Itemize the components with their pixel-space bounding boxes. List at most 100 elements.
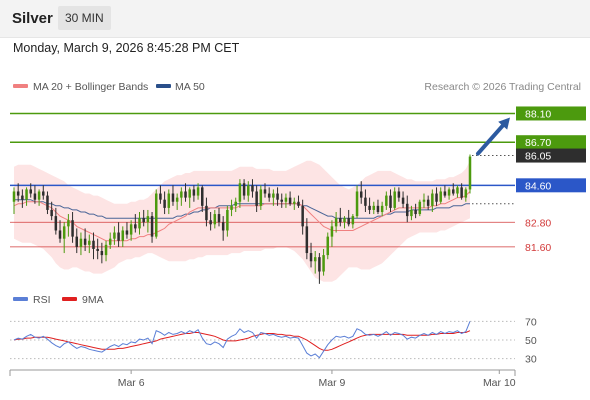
candle-body	[468, 156, 472, 190]
candle	[326, 232, 330, 260]
candle	[284, 193, 288, 208]
candle	[230, 199, 233, 217]
time-axis: Mar 6 Mar 9 Mar 10	[9, 369, 516, 389]
candle	[234, 197, 237, 212]
candle	[343, 216, 346, 229]
candle-body	[276, 193, 279, 200]
copyright-label: Research © 2026 Trading Central	[424, 81, 581, 93]
candle	[138, 212, 141, 235]
candle	[92, 232, 95, 260]
candle	[318, 253, 321, 284]
rsi-panel: 70 50 30	[10, 316, 537, 366]
candle-body	[50, 209, 53, 217]
level-tag-88-10	[516, 106, 586, 121]
candle-body	[159, 193, 162, 200]
bollinger-band-area	[14, 160, 470, 282]
candle-body	[410, 209, 413, 217]
candle	[364, 189, 367, 212]
candle-body	[117, 232, 120, 241]
candle	[435, 187, 438, 206]
candle-body	[196, 187, 200, 196]
candle	[184, 183, 187, 202]
candle-body	[230, 205, 233, 210]
candle	[71, 212, 74, 243]
legend-ma50-swatch	[156, 84, 171, 88]
candles	[12, 154, 472, 284]
candle-body	[71, 220, 74, 237]
candle	[62, 222, 66, 254]
candle-body	[217, 214, 221, 223]
candle-body	[456, 187, 459, 194]
candle-body	[171, 193, 175, 202]
candle-body	[405, 203, 409, 217]
candle	[385, 191, 388, 210]
candle-body	[92, 240, 95, 249]
candle-body	[29, 189, 32, 194]
candle	[313, 251, 317, 274]
moving-averages	[13, 191, 471, 242]
candle-body	[368, 205, 371, 210]
candle	[154, 189, 158, 239]
candle-body	[113, 232, 116, 239]
candle	[196, 183, 200, 200]
candle	[175, 193, 179, 210]
candle	[54, 207, 58, 235]
candle-body	[238, 183, 242, 202]
chart-datetime: Monday, March 9, 2026 8:45:28 PM CET	[13, 41, 240, 55]
candle	[213, 209, 217, 229]
candle-body	[37, 191, 41, 200]
candle-body	[355, 191, 359, 217]
ma50-line	[14, 199, 470, 219]
candle	[460, 183, 463, 200]
candle-body	[54, 216, 58, 231]
candle-body	[221, 222, 225, 231]
candle	[251, 179, 254, 198]
candle	[113, 226, 116, 245]
candle-body	[385, 195, 388, 206]
candle-body	[263, 189, 267, 194]
candle	[280, 193, 283, 208]
candle-body	[443, 191, 447, 196]
candle-body	[201, 187, 204, 206]
candle	[339, 207, 342, 227]
candle-body	[284, 197, 288, 202]
time-axis-tick-label: Mar 6	[118, 377, 145, 389]
candle	[88, 234, 91, 254]
candle-body	[46, 195, 49, 210]
candle	[79, 232, 83, 256]
candle-body	[134, 224, 137, 229]
candle	[372, 201, 376, 215]
candle	[422, 193, 426, 208]
rsi-tick-label: 70	[525, 316, 537, 328]
candle-body	[259, 189, 263, 206]
candle-body	[414, 209, 417, 215]
candle	[397, 187, 401, 202]
candle-body	[205, 205, 208, 221]
candle	[468, 154, 472, 194]
candle	[410, 205, 413, 221]
candle-body	[247, 185, 250, 196]
candle	[293, 197, 296, 210]
candle	[351, 214, 355, 229]
candle	[359, 181, 363, 204]
candle	[242, 179, 246, 200]
candle-body	[313, 257, 317, 262]
candle	[259, 185, 263, 210]
chart-header: Silver 30 MIN	[0, 0, 590, 38]
candle	[456, 185, 459, 198]
candle	[96, 238, 99, 260]
candle	[464, 187, 468, 202]
candle-body	[380, 205, 384, 212]
candle-body	[167, 193, 171, 208]
candle	[129, 220, 133, 241]
last-price-label: 86.05	[525, 151, 551, 163]
candle	[159, 185, 162, 204]
candle-body	[372, 205, 376, 210]
candle	[380, 201, 384, 217]
legend-9ma-label: 9MA	[82, 294, 104, 306]
candle	[121, 226, 125, 247]
timeframe-button[interactable]: 30 MIN	[58, 6, 111, 30]
candle-body	[376, 205, 380, 212]
candle-body	[389, 195, 392, 208]
candle	[276, 187, 279, 206]
